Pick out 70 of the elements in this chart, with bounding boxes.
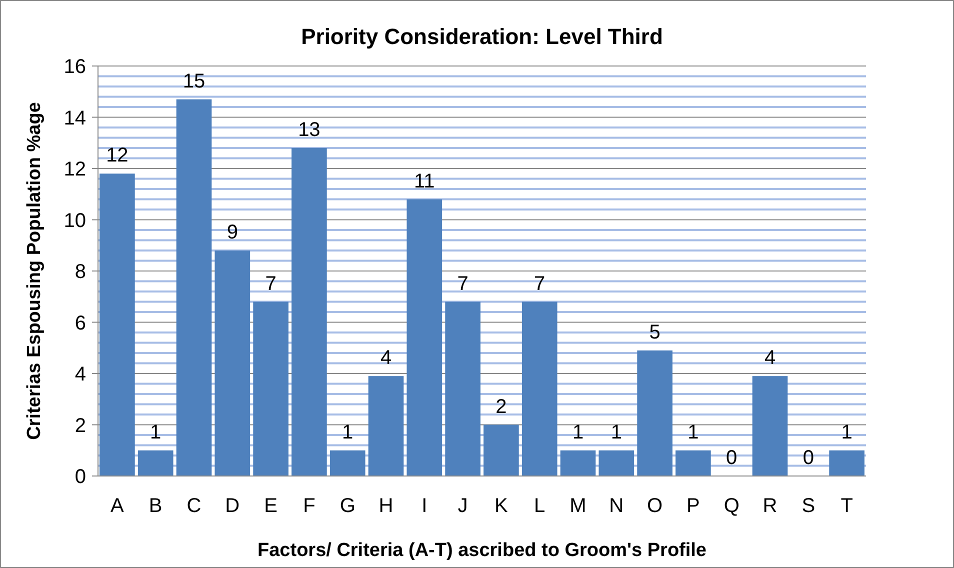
data-label: 1 [572, 421, 584, 444]
data-label: 5 [649, 321, 660, 344]
x-tick-label: N [609, 495, 624, 517]
x-tick-label: B [148, 495, 162, 517]
x-tick-label: S [802, 495, 816, 517]
x-tick-label: J [458, 495, 468, 517]
x-tick-label: T [840, 495, 853, 517]
data-label: 9 [226, 222, 238, 244]
x-tick-label: E [264, 495, 278, 517]
y-tick-label: 2 [74, 414, 86, 437]
x-tick-label: H [378, 495, 394, 517]
x-tick-label: O [647, 495, 663, 517]
bar [330, 450, 366, 476]
bar [522, 302, 558, 476]
y-tick-label: 4 [74, 364, 86, 386]
bar [292, 148, 327, 476]
bar [484, 424, 519, 476]
x-tick-label: L [534, 495, 546, 517]
x-tick-label: F [303, 495, 316, 517]
y-axis-title: Criterias Espousing Population %age [24, 102, 45, 440]
data-label: 11 [414, 170, 435, 192]
data-label: 2 [496, 396, 507, 418]
data-label: 0 [726, 447, 738, 469]
bar [752, 376, 788, 476]
bar [253, 302, 288, 476]
data-label: 12 [106, 144, 128, 167]
bar [829, 450, 864, 476]
y-tick-label: 12 [64, 158, 86, 180]
data-label: 1 [342, 421, 354, 444]
data-label: 0 [802, 447, 814, 469]
y-tick-label: 0 [74, 466, 86, 488]
bar [598, 450, 634, 476]
data-label: 15 [182, 70, 206, 92]
x-axis-title: Factors/ Criteria (A-T) ascribed to Groom's Profile [258, 540, 706, 561]
bar [214, 250, 250, 476]
x-tick-label: G [340, 495, 356, 517]
x-tick-label: R [762, 495, 778, 517]
bar [100, 174, 135, 476]
x-tick-label: I [422, 495, 428, 517]
x-tick-label: A [110, 495, 125, 517]
x-tick-label: P [686, 495, 700, 517]
data-label: 7 [457, 272, 468, 295]
data-label: 7 [534, 272, 546, 295]
y-tick-label: 8 [74, 261, 86, 283]
y-tick-label: 6 [74, 312, 86, 334]
x-tick-label: C [186, 495, 202, 517]
x-tick-label: Q [724, 495, 740, 517]
data-label: 7 [265, 272, 276, 295]
data-label: 1 [841, 421, 852, 444]
data-label: 4 [380, 347, 392, 370]
y-tick-label: 16 [64, 56, 86, 78]
bar [637, 350, 672, 476]
bar [176, 99, 212, 476]
x-tick-label: M [570, 495, 586, 517]
y-tick-label: 14 [64, 107, 86, 130]
x-tick-label: K [494, 495, 509, 517]
bar [406, 199, 442, 476]
data-label: 1 [610, 421, 622, 444]
chart-title: Priority Consideration: Level Third [301, 24, 663, 49]
bar [445, 302, 480, 476]
data-label: 1 [688, 421, 699, 444]
bar [138, 450, 174, 476]
data-label: 13 [298, 119, 320, 141]
bar [560, 450, 596, 476]
data-label: 1 [150, 421, 162, 444]
bar [368, 376, 404, 476]
bar [676, 450, 711, 476]
y-tick-label: 10 [64, 210, 86, 232]
x-tick-label: D [225, 495, 240, 517]
data-label: 4 [764, 347, 776, 370]
